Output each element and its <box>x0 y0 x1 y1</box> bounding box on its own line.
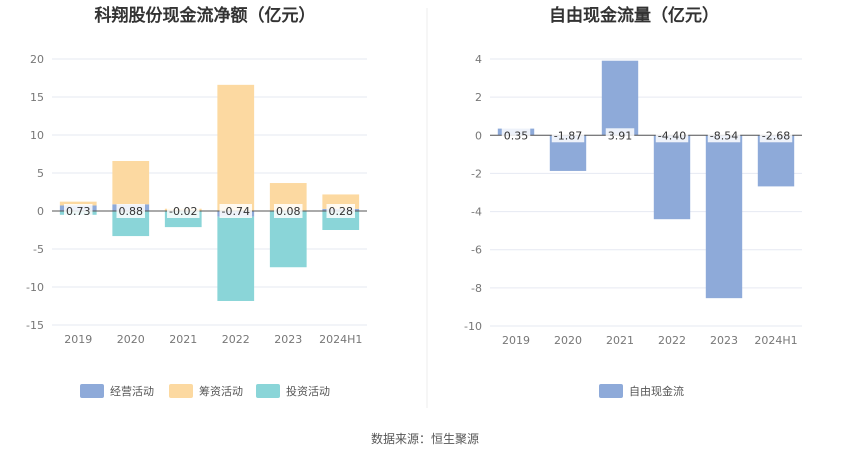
data-label-2021-bg <box>167 204 200 218</box>
data-label-2022-bg <box>219 204 252 218</box>
data-label-2021-bg <box>605 128 635 143</box>
y-tick-label: 20 <box>30 53 44 66</box>
right-data-labels: 0.35 -1.87 3.91 -4.40 -8.54 -2.68 <box>501 128 793 143</box>
y-tick-label: -4 <box>471 206 482 219</box>
legend-swatch-fcf <box>599 384 623 398</box>
legend-item-operating[interactable]: 经营活动 <box>80 384 154 398</box>
y-tick-label: -6 <box>471 244 482 257</box>
data-source-note: 数据来源：恒生聚源 <box>371 431 479 446</box>
x-tick-label: 2024H1 <box>319 333 362 346</box>
x-tick-label: 2023 <box>710 334 738 347</box>
data-label-2024H1-bg <box>759 128 793 143</box>
right-legend: 自由现金流 <box>599 384 684 398</box>
left-chart-plot: 0.73 0.88 -0.02 -0.74 0.08 0.28 20 15 10 5 0 -5 -10… <box>26 53 367 346</box>
data-label-2019-bg <box>501 128 531 143</box>
bar-financing-2022[interactable] <box>217 84 255 211</box>
legend-label-operating: 经营活动 <box>110 384 154 398</box>
bar-fcf-2022[interactable] <box>653 135 691 220</box>
x-tick-label: 2021 <box>169 333 197 346</box>
data-label-2020-bg <box>551 128 585 143</box>
y-tick-label: -8 <box>471 282 482 295</box>
right-chart-plot: 0.35 -1.87 3.91 -4.40 -8.54 -2.68 4 2 0 -2 -4 -6 -8… <box>464 53 802 347</box>
left-chart-title: 科翔股份现金流净额（亿元） <box>95 5 316 26</box>
legend-label-investing: 投资活动 <box>286 384 330 398</box>
data-label-2021: 3.91 <box>608 129 633 142</box>
data-label-2022-bg <box>655 128 689 143</box>
y-tick-label: 4 <box>475 53 482 66</box>
y-tick-label: 5 <box>37 167 44 180</box>
legend-label-financing: 筹资活动 <box>199 384 243 398</box>
legend-swatch-investing <box>256 384 280 398</box>
data-label-2020: -1.87 <box>554 129 582 142</box>
x-tick-label: 2020 <box>117 333 145 346</box>
y-tick-label: -15 <box>26 319 44 332</box>
data-label-2024H1: -2.68 <box>762 129 790 142</box>
y-tick-label: 15 <box>30 91 44 104</box>
legend-item-financing[interactable]: 筹资活动 <box>169 384 243 398</box>
bar-financing-2020[interactable] <box>112 160 150 205</box>
right-chart-title: 自由现金流量（亿元） <box>549 5 719 26</box>
data-label-2022: -4.40 <box>658 129 686 142</box>
x-tick-label: 2020 <box>554 334 582 347</box>
legend-label-fcf: 自由现金流 <box>629 384 684 398</box>
y-tick-label: -2 <box>471 167 482 180</box>
x-tick-label: 2019 <box>502 334 530 347</box>
x-tick-label: 2022 <box>658 334 686 347</box>
x-tick-label: 2023 <box>274 333 302 346</box>
bar-investing-2023[interactable] <box>269 211 307 268</box>
legend-swatch-financing <box>169 384 193 398</box>
left-x-ticks: 2019 2020 2021 2022 2023 2024H1 <box>64 333 362 346</box>
x-tick-label: 2019 <box>64 333 92 346</box>
right-bars <box>497 60 795 299</box>
right-y-ticks: 4 2 0 -2 -4 -6 -8 -10 <box>464 53 482 333</box>
data-label-2021: -0.02 <box>169 205 197 218</box>
bar-fcf-2023[interactable] <box>705 135 743 299</box>
data-label-2019: 0.35 <box>504 129 529 142</box>
data-label-2023: -8.54 <box>710 129 738 142</box>
right-x-ticks: 2019 2020 2021 2022 2023 2024H1 <box>502 334 798 347</box>
left-legend: 经营活动 筹资活动 投资活动 <box>80 384 330 398</box>
x-tick-label: 2021 <box>606 334 634 347</box>
data-label-2023: 0.08 <box>276 205 301 218</box>
data-label-2024H1-bg <box>326 204 355 218</box>
left-bars <box>59 84 360 301</box>
x-tick-label: 2024H1 <box>754 334 797 347</box>
data-label-2024H1: 0.28 <box>329 205 354 218</box>
legend-swatch-operating <box>80 384 104 398</box>
y-tick-label: -10 <box>464 320 482 333</box>
y-tick-label: 0 <box>37 205 44 218</box>
y-tick-label: 10 <box>30 129 44 142</box>
bar-investing-2022[interactable] <box>217 216 255 301</box>
right-gridlines <box>490 58 802 327</box>
x-tick-label: 2022 <box>222 333 250 346</box>
data-label-2023-bg <box>707 128 741 143</box>
left-gridlines <box>52 58 367 326</box>
data-label-2019-bg <box>64 204 93 218</box>
data-label-2019: 0.73 <box>66 205 91 218</box>
data-label-2020-bg <box>116 204 145 218</box>
y-tick-label: 2 <box>475 91 482 104</box>
y-tick-label: -10 <box>26 281 44 294</box>
bar-fcf-2024H1[interactable] <box>757 135 795 187</box>
y-tick-label: -5 <box>33 243 44 256</box>
bar-financing-2019[interactable] <box>59 201 97 206</box>
data-label-2020: 0.88 <box>119 205 144 218</box>
y-tick-label: 0 <box>475 129 482 142</box>
left-data-labels: 0.73 0.88 -0.02 -0.74 0.08 0.28 <box>64 204 355 218</box>
legend-item-investing[interactable]: 投资活动 <box>256 384 330 398</box>
data-label-2022: -0.74 <box>222 205 250 218</box>
legend-item-fcf[interactable]: 自由现金流 <box>599 384 684 398</box>
data-label-2023-bg <box>274 204 303 218</box>
bar-fcf-2021[interactable] <box>601 60 639 136</box>
left-y-ticks: 20 15 10 5 0 -5 -10 -15 <box>26 53 44 332</box>
